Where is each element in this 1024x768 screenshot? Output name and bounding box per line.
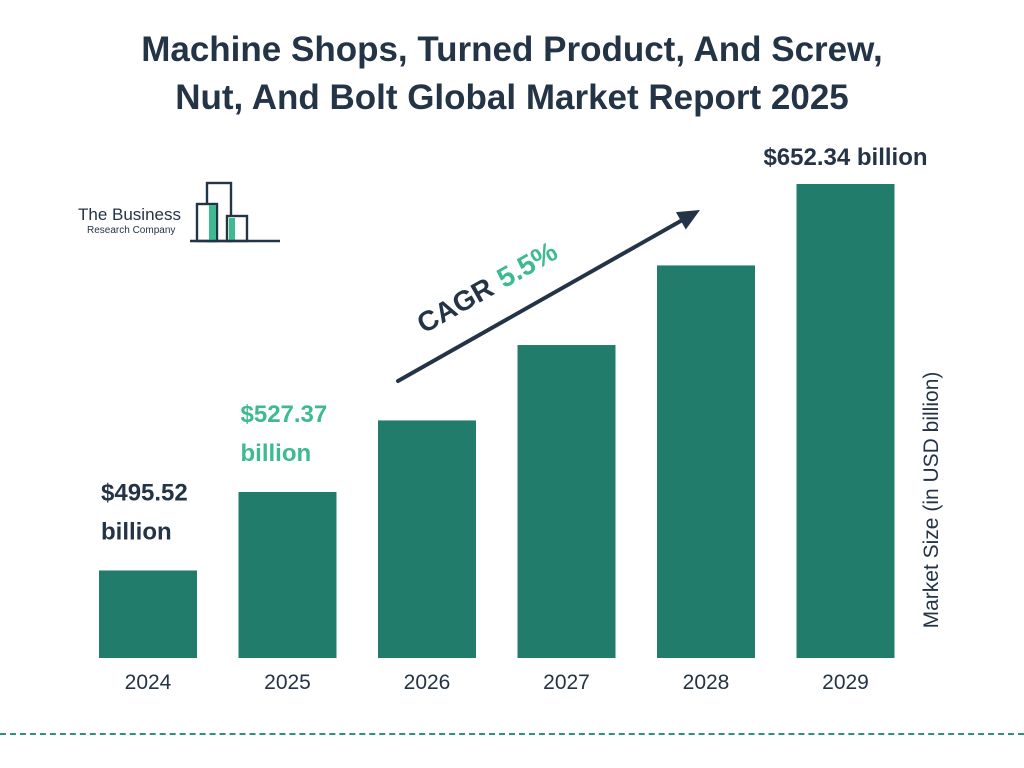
bar-2026 [378,420,476,658]
x-tick-label-2025: 2025 [264,671,311,694]
x-tick-label-2027: 2027 [543,671,590,694]
footer-divider [0,733,1024,735]
data-label-2025-value: $527.37 [241,401,328,428]
bar-2029 [796,184,895,658]
data-label-2029: $652.34 billion [763,144,927,171]
data-label-2024-value: $495.52 [101,479,188,506]
chart-title-line-2: Nut, And Bolt Global Market Report 2025 [175,78,849,117]
x-tick-label-2026: 2026 [404,671,451,694]
data-label-2024-unit: billion [101,518,172,545]
logo-buildings-icon [190,181,280,243]
y-axis-label: Market Size (in USD billion) [920,371,943,629]
cagr-arrow-line [396,216,688,383]
data-label-2025-unit: billion [241,440,312,467]
bar-2028 [657,265,755,658]
bar-2025 [238,491,337,658]
bar-2027 [517,345,616,658]
chart-title-line-1: Machine Shops, Turned Product, And Screw… [141,30,883,69]
x-tick-label-2028: 2028 [683,671,730,694]
bar-2024 [99,570,197,658]
chart-title: Machine Shops, Turned Product, And Screw… [0,26,1024,122]
cagr-label: CAGR [412,272,499,340]
logo-name-line-1: The Business [78,205,181,224]
x-tick-label-2024: 2024 [125,671,172,694]
logo-name-line-2: Research Company [87,225,176,236]
cagr-value: 5.5% [492,235,563,293]
cagr-arrow-head-icon [675,210,700,230]
x-tick-label-2029: 2029 [822,671,869,694]
company-logo: The Business Research Company [78,180,288,250]
